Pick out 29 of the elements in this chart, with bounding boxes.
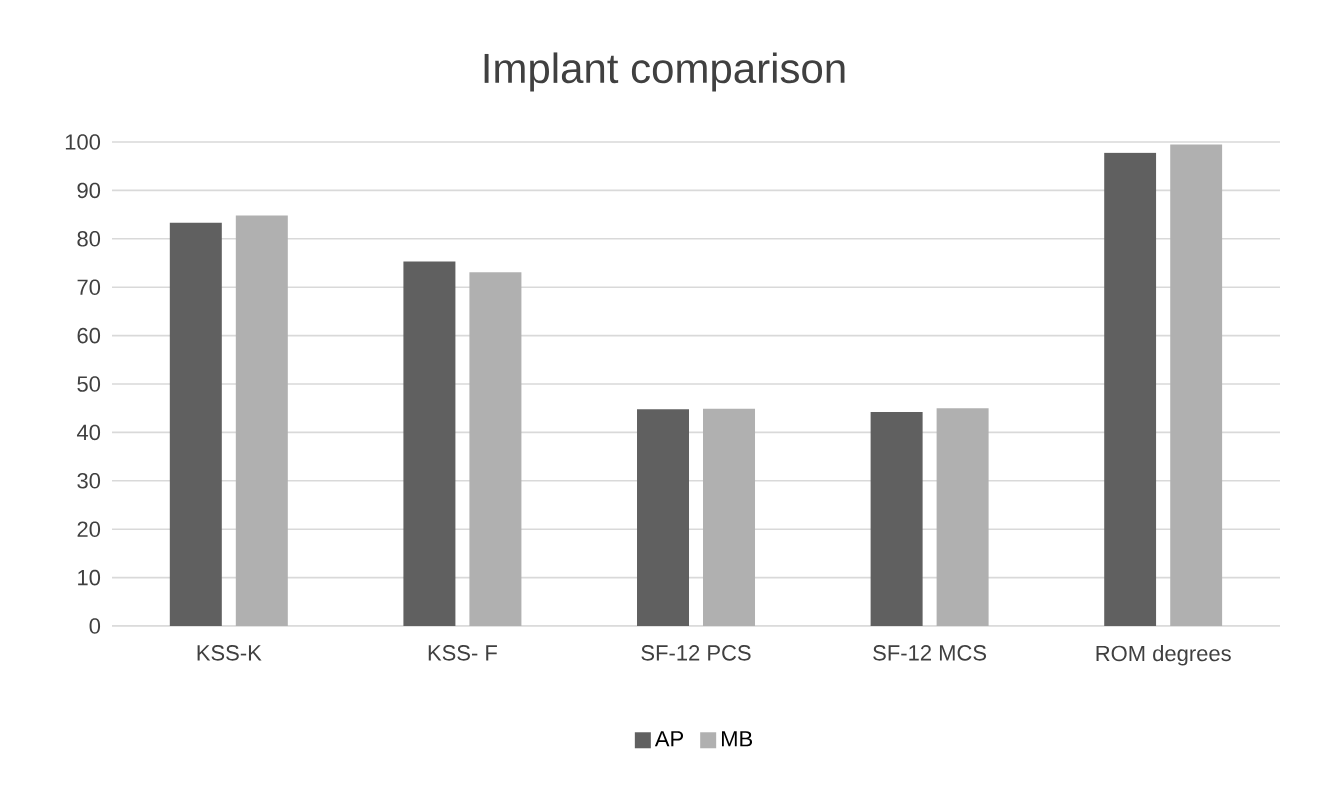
bar bbox=[1104, 152, 1157, 626]
bar bbox=[169, 222, 222, 626]
x-tick-label: SF-12 MCS bbox=[873, 645, 987, 661]
y-tick-label: 70 bbox=[77, 279, 101, 295]
bar bbox=[403, 261, 456, 626]
legend-label: MB bbox=[722, 731, 753, 747]
y-tick-label: 10 bbox=[78, 569, 101, 586]
y-tick-label: 90 bbox=[77, 182, 101, 199]
bar bbox=[870, 412, 923, 626]
bar bbox=[637, 409, 690, 626]
legend-label: AP bbox=[654, 731, 684, 747]
y-tick-label: 0 bbox=[89, 618, 101, 634]
bar bbox=[936, 408, 989, 626]
x-tick-label: SF-12 PCS bbox=[641, 645, 751, 661]
x-tick-label: KSS-K bbox=[197, 645, 262, 661]
y-tick-label: 30 bbox=[77, 473, 101, 489]
y-tick-label: 80 bbox=[77, 231, 101, 247]
bar bbox=[703, 408, 756, 626]
bar bbox=[1170, 144, 1223, 626]
bar bbox=[469, 272, 522, 626]
x-tick-label: KSS- F bbox=[428, 645, 497, 661]
x-tick-label: ROM degrees bbox=[1096, 645, 1231, 666]
y-tick-label: 20 bbox=[77, 521, 101, 537]
y-tick-label: 50 bbox=[77, 376, 101, 392]
y-tick-label: 100 bbox=[65, 134, 101, 150]
y-tick-label: 40 bbox=[76, 424, 101, 441]
bar bbox=[235, 215, 288, 626]
y-tick-label: 60 bbox=[77, 327, 101, 344]
chart-title: Implant comparison bbox=[484, 52, 845, 92]
